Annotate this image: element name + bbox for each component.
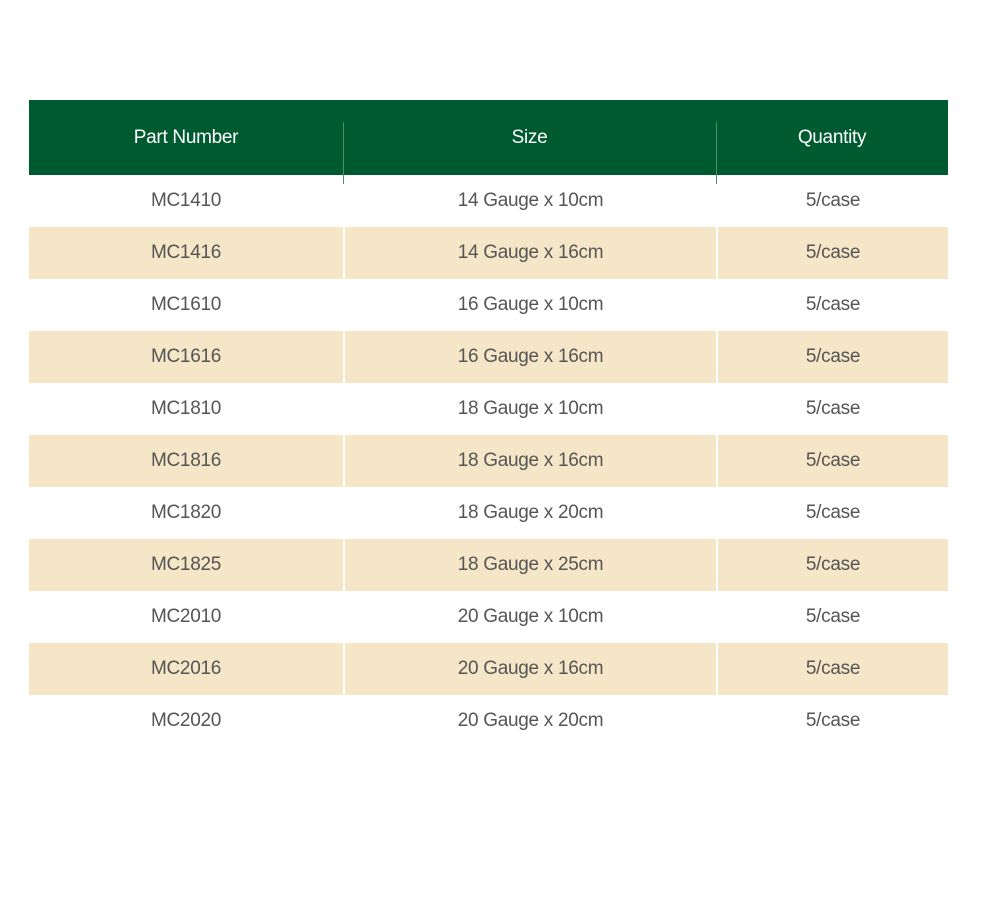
cell-size: 18 Gauge x 25cm [343,539,716,591]
cell-part-number: MC1610 [150,294,222,315]
cell-quantity: 5/case [805,398,861,419]
table-row: MC2010 20 Gauge x 10cm 5/case [29,591,948,643]
header-quantity: Quantity [797,126,867,148]
cell-part-number: MC1825 [29,539,343,591]
cell-size: 20 Gauge x 10cm [457,606,604,627]
column-divider [716,122,717,184]
cell-size: 18 Gauge x 20cm [457,502,604,523]
table-body: MC1410 14 Gauge x 10cm 5/case MC1416 14 Gaug… [29,175,948,747]
cell-part-number: MC1410 [150,190,222,211]
cell-size: 18 Gauge x 10cm [457,398,604,419]
cell-part-number: MC1810 [150,398,222,419]
cell-quantity: 5/case [716,331,948,383]
table-row: MC1616 16 Gauge x 16cm 5/case [29,331,948,383]
table-row: MC1816 18 Gauge x 16cm 5/case [29,435,948,487]
header-size: Size [511,126,548,148]
header-part-number: Part Number [133,126,239,148]
cell-quantity: 5/case [716,643,948,695]
cell-part-number: MC2016 [29,643,343,695]
table-row: MC1410 14 Gauge x 10cm 5/case [29,175,948,227]
cell-size: 14 Gauge x 10cm [457,190,604,211]
cell-quantity: 5/case [805,606,861,627]
cell-size: 18 Gauge x 16cm [343,435,716,487]
cell-size: 20 Gauge x 20cm [457,710,604,731]
cell-quantity: 5/case [805,502,861,523]
table-row: MC1820 18 Gauge x 20cm 5/case [29,487,948,539]
cell-quantity: 5/case [716,435,948,487]
cell-quantity: 5/case [716,227,948,279]
column-divider [343,122,344,184]
cell-size: 20 Gauge x 16cm [343,643,716,695]
table-row: MC1610 16 Gauge x 10cm 5/case [29,279,948,331]
cell-size: 16 Gauge x 16cm [343,331,716,383]
cell-part-number: MC1820 [150,502,222,523]
cell-part-number: MC2010 [150,606,222,627]
table-row: MC2020 20 Gauge x 20cm 5/case [29,695,948,747]
cell-part-number: MC1616 [29,331,343,383]
table-row: MC1825 18 Gauge x 25cm 5/case [29,539,948,591]
cell-part-number: MC1416 [29,227,343,279]
cell-size: 14 Gauge x 16cm [343,227,716,279]
table-row: MC2016 20 Gauge x 16cm 5/case [29,643,948,695]
cell-size: 16 Gauge x 10cm [457,294,604,315]
cell-quantity: 5/case [805,190,861,211]
parts-table: Part Number Size Quantity MC1410 14 Gauge… [29,100,948,747]
cell-quantity: 5/case [805,294,861,315]
cell-part-number: MC2020 [150,710,222,731]
cell-quantity: 5/case [805,710,861,731]
cell-quantity: 5/case [716,539,948,591]
table-row: MC1810 18 Gauge x 10cm 5/case [29,383,948,435]
table-header: Part Number Size Quantity [29,100,948,184]
cell-part-number: MC1816 [29,435,343,487]
table-row: MC1416 14 Gauge x 16cm 5/case [29,227,948,279]
